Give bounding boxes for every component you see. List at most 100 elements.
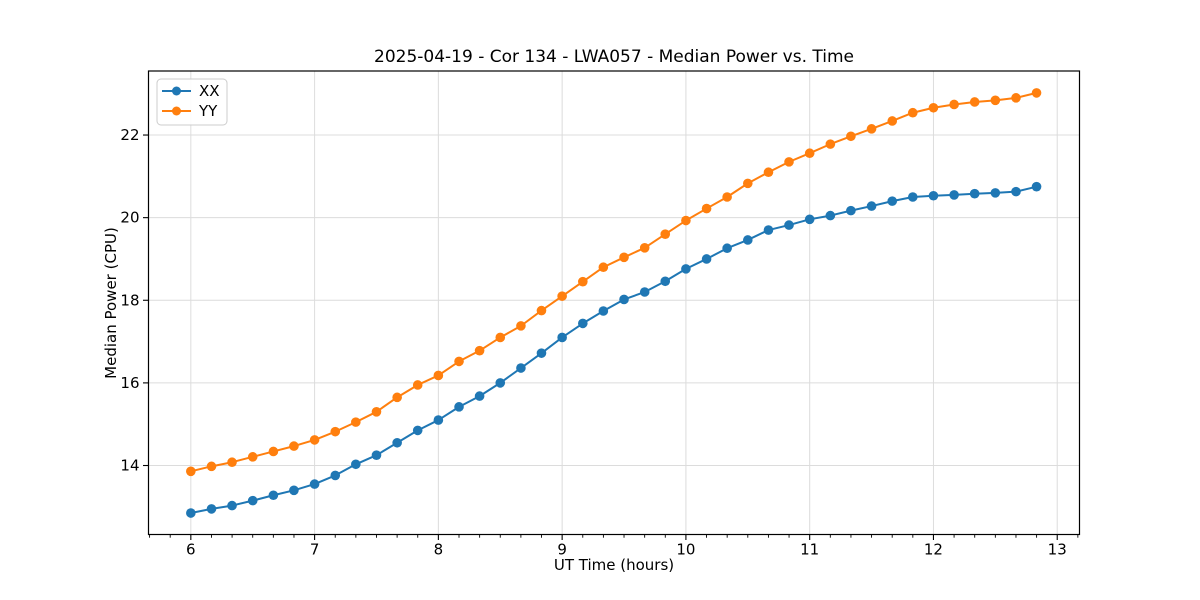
series-xx-marker	[825, 210, 836, 221]
series-xx-marker	[495, 378, 506, 388]
series-yy-marker	[742, 178, 753, 189]
series-yy-marker	[474, 345, 485, 356]
chart-title: 2025-04-19 - Cor 134 - LWA057 - Median P…	[374, 47, 854, 67]
series-yy-marker	[887, 116, 898, 126]
series-yy-marker	[949, 99, 959, 110]
series-xx-marker	[722, 243, 732, 254]
series-yy-marker	[309, 435, 320, 445]
series-xx-marker	[969, 188, 980, 199]
series-yy-marker	[907, 107, 918, 118]
series-xx-marker	[330, 470, 341, 481]
legend-label: XX	[199, 82, 220, 100]
series-yy-marker	[371, 407, 382, 417]
y-tick-label: 20	[120, 209, 139, 227]
series-yy-marker	[722, 192, 732, 202]
series-yy-marker	[227, 457, 237, 468]
series-xx-marker	[186, 508, 196, 518]
series-yy-marker	[557, 291, 567, 301]
series-xx-marker	[474, 391, 485, 401]
y-tick-label: 18	[120, 291, 139, 309]
x-tick-label: 13	[1048, 541, 1067, 559]
series-xx-marker	[866, 201, 877, 211]
series-yy-marker	[454, 356, 464, 367]
series-xx-marker	[804, 214, 815, 225]
series-yy-marker	[495, 332, 506, 343]
axes-frame	[147, 70, 1081, 536]
series-yy-marker	[639, 243, 650, 253]
x-axis-label: UT Time (hours)	[553, 556, 675, 574]
series-xx-marker	[247, 495, 258, 506]
series-yy-marker	[330, 426, 341, 437]
series-yy-marker	[578, 276, 588, 287]
series-xx-marker	[887, 196, 898, 206]
series-xx-marker	[536, 348, 547, 358]
series-yy-marker	[1011, 93, 1021, 103]
legend-sample-marker	[172, 86, 181, 96]
series-xx-marker	[701, 254, 712, 264]
series-xx-marker	[392, 437, 402, 448]
series-yy-marker	[928, 102, 939, 113]
series-yy-marker	[660, 229, 671, 239]
series-yy-marker	[392, 392, 402, 403]
series-yy-marker	[247, 452, 258, 462]
series-yy-marker	[351, 417, 361, 427]
series-xx-marker	[268, 490, 279, 501]
series-yy-marker	[186, 466, 196, 477]
series-xx-marker	[206, 504, 217, 514]
series-xx-marker	[846, 205, 856, 216]
series-yy-marker	[412, 380, 423, 390]
series-yy-marker	[289, 441, 299, 451]
series-xx-marker	[578, 318, 588, 329]
series-yy-marker	[825, 139, 836, 149]
series-xx-marker	[928, 190, 939, 201]
y-tick-label: 14	[120, 457, 139, 475]
series-xx-marker	[907, 192, 918, 202]
series-yy-marker	[598, 262, 609, 273]
series-yy-marker	[516, 321, 526, 331]
series-xx-marker	[1031, 181, 1042, 192]
series-xx-marker	[289, 485, 299, 496]
series-yy-marker	[866, 124, 877, 134]
y-tick-label: 16	[120, 374, 139, 392]
series-xx-marker	[433, 415, 444, 425]
series-xx-marker	[309, 479, 320, 489]
series-xx-marker	[660, 276, 671, 287]
series-xx-marker	[763, 225, 774, 235]
x-tick-label: 8	[434, 541, 444, 559]
series-xx-marker	[639, 287, 650, 297]
series-xx-marker	[681, 264, 691, 274]
series-yy-marker	[619, 252, 629, 263]
series-yy-marker	[433, 370, 444, 381]
series-xx-marker	[371, 450, 382, 460]
series-xx-marker	[742, 235, 753, 245]
series-yy-marker	[701, 203, 712, 214]
x-tick-label: 9	[557, 541, 567, 559]
y-axis-label: Median Power (CPU)	[102, 227, 120, 379]
x-tick-label: 12	[924, 541, 943, 559]
series-xx-marker	[412, 425, 423, 436]
series-yy-marker	[784, 157, 794, 167]
series-xx-marker	[557, 332, 567, 343]
legend-sample-marker	[172, 106, 181, 116]
series-xx-marker	[1011, 186, 1021, 197]
series-yy-marker	[206, 461, 217, 472]
x-tick-label: 7	[310, 541, 320, 559]
series-xx-marker	[227, 500, 237, 511]
series-xx-marker	[516, 363, 526, 373]
x-tick-label: 11	[800, 541, 819, 559]
series-yy-marker	[1031, 88, 1042, 98]
series-xx-line	[189, 185, 1038, 515]
series-yy-marker	[536, 305, 547, 316]
series-yy-marker	[804, 148, 815, 159]
series-xx-marker	[990, 188, 1001, 198]
x-tick-label: 6	[186, 541, 196, 559]
series-xx-marker	[619, 294, 629, 305]
series-yy-marker	[681, 215, 691, 226]
series-xx-marker	[351, 459, 361, 470]
series-yy-marker	[846, 131, 856, 142]
legend-label: YY	[198, 102, 218, 120]
series-xx-marker	[949, 190, 959, 200]
series-yy-line	[189, 91, 1038, 473]
